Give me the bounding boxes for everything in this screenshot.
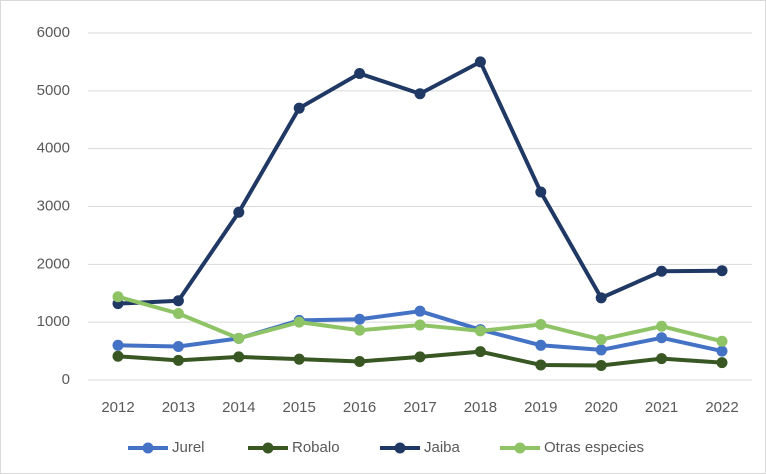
y-tick-label: 4000	[37, 140, 70, 157]
y-tick-label: 5000	[37, 82, 70, 99]
data-point	[354, 355, 366, 367]
data-point	[414, 305, 426, 317]
data-point	[354, 313, 366, 325]
data-point	[535, 318, 547, 330]
x-tick-label: 2022	[705, 399, 738, 416]
data-point	[233, 332, 245, 344]
data-point	[535, 339, 547, 351]
legend-marker	[394, 442, 406, 454]
data-point	[535, 359, 547, 371]
data-point	[716, 345, 728, 357]
data-point	[354, 67, 366, 79]
legend-label: Jurel	[172, 439, 205, 456]
data-point	[716, 357, 728, 369]
data-point	[414, 319, 426, 331]
data-point	[474, 56, 486, 68]
y-tick-label: 1000	[37, 313, 70, 330]
data-point	[535, 186, 547, 198]
data-point	[595, 292, 607, 304]
x-tick-label: 2018	[464, 399, 497, 416]
data-point	[172, 354, 184, 366]
x-tick-label: 2015	[283, 399, 316, 416]
data-point	[112, 291, 124, 303]
data-point	[112, 339, 124, 351]
y-tick-label: 2000	[37, 255, 70, 272]
data-point	[656, 353, 668, 365]
x-tick-label: 2014	[222, 399, 255, 416]
data-point	[716, 265, 728, 277]
data-point	[112, 350, 124, 362]
x-tick-label: 2019	[524, 399, 557, 416]
y-tick-label: 0	[62, 371, 70, 388]
data-point	[172, 340, 184, 352]
y-tick-label: 6000	[37, 24, 70, 41]
x-tick-label: 2016	[343, 399, 376, 416]
data-point	[172, 295, 184, 307]
data-point	[656, 332, 668, 344]
data-point	[595, 360, 607, 372]
data-point	[414, 88, 426, 100]
x-tick-label: 2012	[101, 399, 134, 416]
data-point	[716, 335, 728, 347]
data-point	[172, 307, 184, 319]
x-tick-label: 2020	[585, 399, 618, 416]
data-point	[293, 353, 305, 365]
y-tick-label: 3000	[37, 197, 70, 214]
legend-marker	[514, 442, 526, 454]
data-point	[474, 346, 486, 358]
data-point	[656, 320, 668, 332]
data-point	[354, 324, 366, 336]
legend-label: Otras especies	[544, 439, 644, 456]
data-point	[595, 344, 607, 356]
data-point	[474, 325, 486, 337]
data-point	[656, 265, 668, 277]
data-point	[293, 316, 305, 328]
legend-label: Robalo	[292, 439, 340, 456]
x-tick-label: 2017	[403, 399, 436, 416]
x-tick-label: 2013	[162, 399, 195, 416]
data-point	[414, 351, 426, 363]
data-point	[595, 334, 607, 346]
legend-label: Jaiba	[424, 439, 461, 456]
data-point	[233, 206, 245, 218]
legend-marker	[142, 442, 154, 454]
data-point	[293, 102, 305, 114]
data-point	[233, 351, 245, 363]
legend-marker	[262, 442, 274, 454]
x-tick-label: 2021	[645, 399, 678, 416]
